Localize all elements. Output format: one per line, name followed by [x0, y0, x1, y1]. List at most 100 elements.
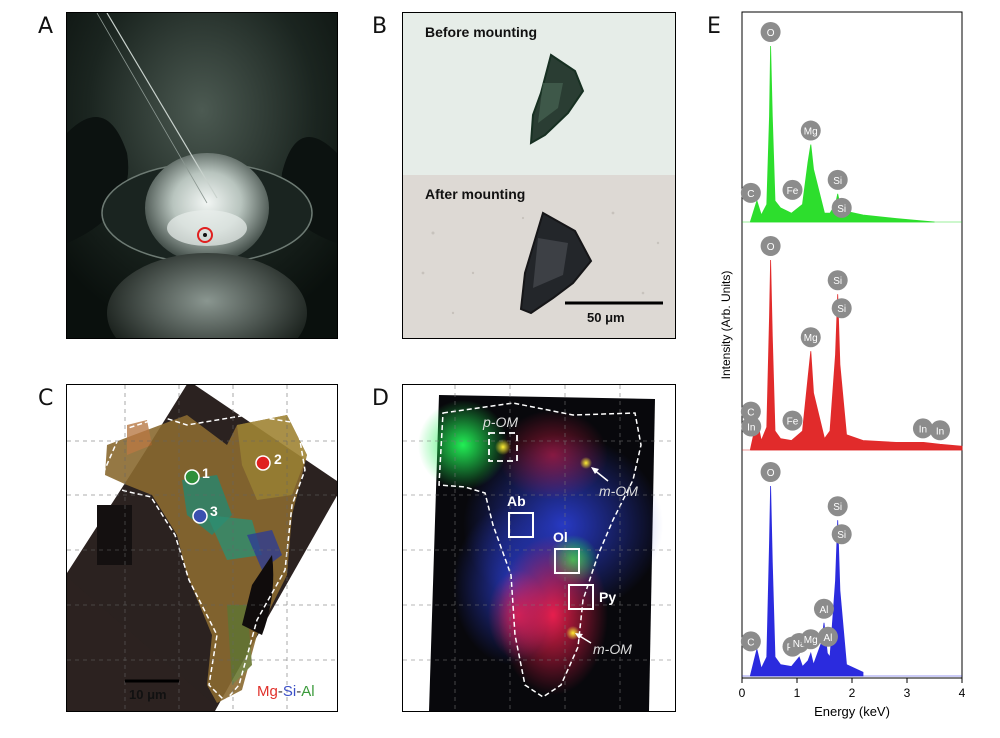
x-tick-label: 4 — [959, 686, 966, 700]
panel-label-d: D — [372, 386, 389, 411]
panel-label-b: B — [372, 14, 388, 39]
py-label: Py — [599, 589, 617, 605]
peak-label-si: Si — [837, 530, 846, 541]
sample-highlight-circle — [197, 227, 213, 243]
spectrum-series-1 — [749, 45, 935, 223]
eds-spectra-chart: OCFeMgSiSiOCInFeMgSiSiInInOCFeNaMgAlAlSi… — [719, 11, 966, 719]
x-tick-label: 0 — [739, 686, 746, 700]
point-2-marker — [255, 455, 271, 471]
peak-label-fe: Fe — [787, 186, 799, 197]
m-om-label-2: m-OM — [593, 641, 632, 657]
peak-label-fe: Fe — [787, 417, 799, 428]
peak-label-in: In — [936, 426, 944, 437]
peak-marker-c — [740, 631, 761, 652]
point-3-marker — [192, 508, 208, 524]
peak-marker-mg — [800, 327, 821, 348]
peak-label-c: C — [747, 637, 754, 648]
peak-marker-c — [740, 182, 761, 203]
peak-label-mg: Mg — [804, 127, 818, 138]
panel-c-image — [67, 385, 337, 711]
grain-outline-d — [438, 402, 642, 698]
after-mounting-label: After mounting — [425, 186, 526, 202]
grid-c — [67, 385, 337, 711]
peak-marker-in — [912, 418, 933, 439]
panel-label-e: E — [707, 14, 721, 39]
peak-marker-fe — [782, 179, 803, 200]
peak-label-c: C — [747, 408, 754, 419]
peak-marker-o — [760, 462, 781, 482]
p-om-label: p-OM — [483, 414, 518, 430]
peak-marker-mg — [800, 629, 821, 650]
panel-d-image — [403, 385, 675, 711]
peak-label-na: Na — [793, 639, 806, 650]
peak-marker-o — [760, 236, 781, 256]
point-1-label: 1 — [202, 465, 210, 481]
peak-label-in: In — [747, 423, 755, 434]
ab-label: Ab — [507, 493, 526, 509]
chart-plot-frame — [741, 11, 963, 679]
x-tick-label: 2 — [849, 686, 856, 700]
peak-label-c: C — [747, 189, 754, 200]
peak-marker-al — [817, 626, 838, 647]
legend-mg: Mg — [257, 683, 278, 700]
peak-label-si: Si — [833, 276, 842, 287]
peak-label-o: O — [767, 28, 775, 39]
peak-marker-fe — [782, 410, 803, 431]
spectrum-series-3 — [749, 485, 864, 677]
scale-bar-label-10um: 10 μm — [129, 687, 167, 702]
peak-label-o: O — [767, 468, 775, 479]
scale-bar-label-50um: 50 μm — [587, 310, 625, 325]
peak-label-si: Si — [837, 304, 846, 315]
peak-marker-si — [831, 524, 852, 545]
peak-label-o: O — [767, 242, 775, 253]
peak-label-mg: Mg — [804, 635, 818, 646]
peak-marker-mg — [800, 120, 821, 141]
legend-dash: - — [296, 683, 302, 700]
panel-a-photo — [66, 12, 338, 339]
point-3-label: 3 — [210, 503, 218, 519]
peak-label-in: In — [919, 424, 927, 435]
peak-marker-c — [740, 401, 761, 422]
y-axis-label: Intensity (Arb. Units) — [719, 271, 733, 380]
spectrum-series-2 — [749, 259, 963, 451]
peak-marker-in — [930, 420, 950, 441]
panel-c-frame: 1 2 3 10 μm Mg-Si-Al — [66, 384, 338, 712]
ab-box — [508, 512, 534, 538]
peak-marker-si — [831, 298, 852, 319]
peak-marker-si — [827, 496, 848, 517]
x-tick-label: 1 — [794, 686, 801, 700]
peak-marker-si — [831, 197, 852, 218]
x-axis-label: Energy (keV) — [814, 704, 890, 719]
peak-label-si: Si — [833, 502, 842, 513]
panel-label-c: C — [38, 386, 54, 411]
grain-outline-c — [97, 414, 306, 703]
peak-marker-o — [760, 22, 781, 42]
ol-box — [554, 548, 580, 574]
peak-label-al: Al — [819, 605, 828, 616]
x-tick-label: 3 — [904, 686, 911, 700]
p-om-box — [488, 432, 518, 462]
panel-label-a: A — [38, 14, 54, 39]
ol-label: Ol — [553, 529, 568, 545]
legend-al: Al — [301, 683, 315, 700]
peak-marker-in — [741, 416, 762, 437]
legend-dash: - — [277, 683, 283, 700]
point-2-label: 2 — [274, 451, 282, 467]
peak-label-si: Si — [833, 176, 842, 187]
panel-a-image — [67, 13, 337, 338]
peak-marker-si — [827, 169, 848, 190]
point-1-marker — [184, 469, 200, 485]
peak-marker-al — [813, 598, 834, 619]
legend-si: Si — [282, 683, 297, 700]
peak-label-si: Si — [837, 204, 846, 215]
panel-d-frame: p-OM m-OM Ab Ol Py m-OM — [402, 384, 676, 712]
before-mounting-label: Before mounting — [425, 24, 537, 40]
m-om-label-1: m-OM — [599, 483, 638, 499]
py-box — [568, 584, 594, 610]
panel-b-image — [403, 13, 675, 338]
peak-marker-si — [827, 270, 848, 291]
peak-label-mg: Mg — [804, 333, 818, 344]
panel-b-photo: Before mounting After mounting 50 μm — [402, 12, 676, 339]
peak-label-al: Al — [823, 633, 832, 644]
element-legend: Mg-Si-Al — [257, 683, 315, 700]
